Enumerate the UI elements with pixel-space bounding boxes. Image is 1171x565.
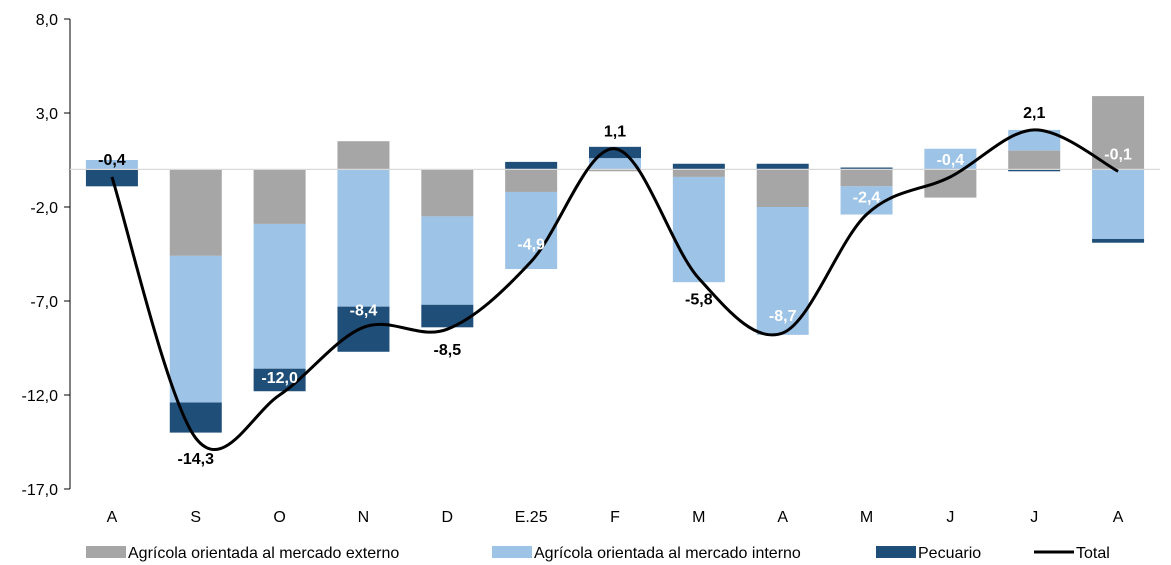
y-tick-label: -7,0 — [30, 294, 58, 311]
y-tick-label: -17,0 — [22, 482, 59, 499]
total-data-label: -0,1 — [1104, 146, 1132, 163]
x-tick-label: A — [777, 509, 788, 526]
x-tick-label: N — [358, 509, 370, 526]
total-data-label: 1,1 — [604, 124, 626, 141]
legend-swatch — [492, 546, 532, 558]
bar-segment — [756, 163, 809, 170]
bar-segment — [169, 169, 222, 256]
total-data-label: -8,4 — [350, 302, 378, 319]
total-data-label: -8,5 — [434, 342, 462, 359]
bar-segment — [421, 169, 474, 217]
legend-swatch — [86, 546, 126, 558]
bar-segment — [253, 223, 306, 369]
bar-segment — [672, 163, 725, 170]
y-tick-label: -12,0 — [22, 388, 59, 405]
y-axis: 8,0 3,0 -2,0 -7,0 -12,0 -17,0 — [22, 12, 71, 499]
bar-segment — [589, 146, 641, 159]
x-tick-label: A — [1113, 509, 1124, 526]
legend-label: Total — [1076, 545, 1110, 562]
total-data-label: -14,3 — [178, 451, 215, 468]
bar-segment — [337, 169, 390, 307]
legend: Agrícola orientada al mercado externo Agr… — [86, 545, 1110, 562]
total-data-label: -2,4 — [853, 190, 881, 207]
bar-segment — [1008, 169, 1061, 172]
legend-label: Pecuario — [918, 545, 981, 562]
bar-segment — [756, 169, 809, 207]
y-tick-label: -2,0 — [30, 200, 58, 217]
bar-segment — [1092, 238, 1145, 243]
total-data-label: -0,4 — [937, 152, 965, 169]
bar-segment — [1092, 169, 1145, 239]
total-data-label: -0,4 — [98, 152, 126, 169]
legend-label: Agrícola orientada al mercado externo — [128, 545, 399, 562]
data-labels-layer: -0,4 -14,3 -12,0 -8,4 -8,5 -4,9 1,1 -5,8 -8,7 -2,… — [98, 105, 1132, 468]
bar-segment — [421, 216, 474, 305]
bar-segment — [253, 169, 306, 224]
bar-segment — [421, 304, 474, 328]
bar-segment — [505, 161, 558, 170]
legend-swatch — [876, 546, 916, 558]
x-tick-label: E.25 — [515, 509, 548, 526]
total-line — [110, 128, 1119, 452]
bar-segment — [840, 167, 893, 170]
bar-segment — [840, 169, 893, 187]
legend-label: Agrícola orientada al mercado interno — [534, 545, 801, 562]
bar-segment — [85, 160, 138, 170]
x-tick-label: D — [442, 509, 454, 526]
x-tick-label: F — [610, 509, 620, 526]
bar-segment — [924, 148, 977, 170]
bar-segment — [337, 141, 390, 170]
total-data-label: 2,1 — [1023, 105, 1045, 122]
x-tick-label: S — [190, 509, 201, 526]
bar-segment — [505, 169, 558, 192]
x-axis: A S O N D E.25 F M A M J J A — [107, 509, 1124, 526]
bar-segment — [1092, 96, 1145, 170]
bar-segment — [337, 306, 390, 352]
bar-segment — [169, 255, 222, 403]
bar-segment — [505, 191, 558, 270]
total-data-label: -5,8 — [685, 291, 713, 308]
bar-segment — [589, 158, 641, 170]
total-data-label: -12,0 — [261, 370, 298, 387]
total-data-label: -8,7 — [769, 308, 797, 325]
total-line-layer — [110, 128, 1119, 452]
x-tick-label: J — [946, 509, 954, 526]
x-tick-label: O — [273, 509, 285, 526]
bars-layer — [85, 96, 1145, 433]
bar-segment — [589, 169, 641, 172]
y-tick-label: 3,0 — [36, 106, 58, 123]
bar-segment — [1008, 129, 1061, 151]
bar-segment — [672, 169, 725, 177]
total-data-label: -4,9 — [517, 237, 545, 254]
x-tick-label: M — [860, 509, 873, 526]
x-tick-label: A — [107, 509, 118, 526]
y-tick-label: 8,0 — [36, 12, 58, 29]
x-tick-label: M — [692, 509, 705, 526]
bar-segment — [169, 402, 222, 433]
bar-segment — [1008, 150, 1061, 170]
bar-segment — [672, 176, 725, 283]
x-tick-label: J — [1030, 509, 1038, 526]
bar-segment — [756, 207, 809, 335]
